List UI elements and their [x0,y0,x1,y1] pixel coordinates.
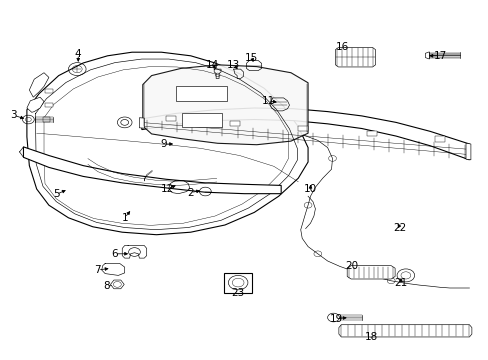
Text: 10: 10 [304,184,316,194]
Text: 19: 19 [329,314,343,324]
Bar [45,89,53,93]
Polygon shape [142,108,468,160]
Text: 1: 1 [121,213,128,223]
Polygon shape [110,280,124,289]
Text: 16: 16 [335,42,348,52]
Text: 8: 8 [103,281,110,291]
Text: 2: 2 [187,188,194,198]
Bar [176,86,227,101]
Polygon shape [229,121,239,126]
Polygon shape [166,116,176,121]
Bar [42,117,50,122]
Polygon shape [335,48,375,67]
Text: 18: 18 [364,332,378,342]
Polygon shape [298,126,307,131]
Text: 15: 15 [244,53,258,63]
Polygon shape [142,65,307,145]
Polygon shape [139,118,144,128]
Text: 7: 7 [94,265,101,275]
Polygon shape [366,131,376,136]
Polygon shape [346,266,394,279]
Text: 21: 21 [393,278,407,288]
Text: 12: 12 [160,184,174,194]
Text: 20: 20 [345,261,358,271]
Polygon shape [465,143,470,160]
Polygon shape [29,73,49,97]
Polygon shape [425,52,428,59]
Text: 14: 14 [205,60,219,70]
Polygon shape [434,136,444,142]
Text: 6: 6 [111,249,118,259]
Text: 9: 9 [160,139,167,149]
Polygon shape [27,97,44,112]
Text: 11: 11 [261,96,274,106]
Bar [182,113,222,127]
Text: 3: 3 [10,110,17,120]
Polygon shape [27,52,307,235]
Polygon shape [23,147,281,194]
Bar [45,103,53,107]
Text: 22: 22 [392,222,406,233]
Text: 13: 13 [226,60,240,70]
Text: 23: 23 [231,288,244,298]
Polygon shape [338,325,471,337]
Text: 17: 17 [432,51,446,61]
Text: 5: 5 [53,189,60,199]
Bar [224,273,251,293]
Text: 4: 4 [75,49,81,59]
